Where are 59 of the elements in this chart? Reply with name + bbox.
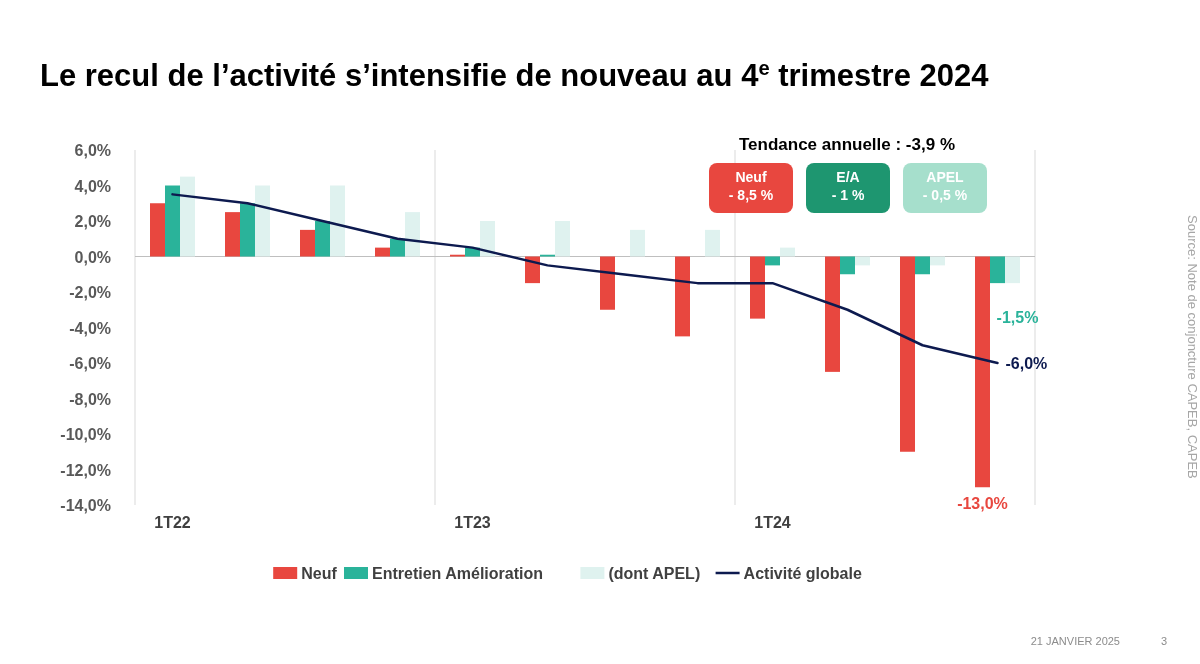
bar xyxy=(255,185,270,257)
y-tick-label: -14,0% xyxy=(60,497,111,514)
bar xyxy=(840,256,855,275)
source-note: Source: Note de conjoncture CAPEB, CAPEB xyxy=(1185,215,1200,479)
y-tick-label: -2,0% xyxy=(69,284,111,301)
bar xyxy=(630,229,645,257)
bar xyxy=(765,256,780,266)
bar xyxy=(180,176,195,257)
chart-title: Le recul de l’activité s’intensifie de nouveau au 4$^{e}$ trimestre 2024 xyxy=(40,57,990,93)
bar xyxy=(390,238,405,257)
annotation: Neuf - 8,5 % xyxy=(728,169,774,203)
bar xyxy=(165,185,180,257)
bar xyxy=(975,256,990,488)
bar xyxy=(930,256,945,266)
bar xyxy=(750,256,765,319)
text: 21 JANVIER 2025 xyxy=(1030,635,1120,647)
y-tick-label: 6,0% xyxy=(74,142,111,159)
legend-label: Neuf xyxy=(301,565,338,582)
x-tick-label: 1T22 xyxy=(154,514,191,531)
y-tick-label: -4,0% xyxy=(69,319,111,337)
y-tick-label: 0,0% xyxy=(74,248,111,266)
annotation: E/A - 1 % xyxy=(831,169,865,203)
bar xyxy=(315,221,330,257)
bar xyxy=(900,256,915,452)
x-tick-label: 1T24 xyxy=(754,514,791,531)
bar xyxy=(240,203,255,257)
bar xyxy=(915,256,930,275)
data-label: -1,5% xyxy=(996,309,1039,327)
y-tick-label: -8,0% xyxy=(69,390,111,408)
x-tick-label: 1T23 xyxy=(454,514,491,531)
text: 3 xyxy=(1160,635,1168,647)
bar xyxy=(375,247,390,257)
y-tick-label: -10,0% xyxy=(60,426,111,443)
bar xyxy=(300,229,315,257)
bar xyxy=(600,256,615,310)
y-tick-label: 4,0% xyxy=(74,177,111,195)
bar xyxy=(480,221,495,257)
bar xyxy=(705,229,720,257)
y-tick-label: -12,0% xyxy=(60,461,111,479)
bar xyxy=(405,212,420,257)
y-tick-label: -6,0% xyxy=(69,355,111,372)
bar xyxy=(330,185,345,257)
data-label: -13,0% xyxy=(957,495,1008,513)
annotation: APEL - 0,5 % xyxy=(922,169,968,203)
legend-label: (dont APEL) xyxy=(608,565,701,582)
bar xyxy=(855,256,870,266)
bar xyxy=(555,221,570,257)
y-tick-label: 2,0% xyxy=(74,213,111,230)
bar xyxy=(225,212,240,257)
annotation: Tendance annuelle : -3,9 % xyxy=(738,135,956,154)
bar xyxy=(780,247,795,257)
bar xyxy=(150,203,165,257)
bar xyxy=(825,256,840,372)
bar xyxy=(1005,256,1020,284)
data-label: -6,0% xyxy=(1005,355,1048,372)
bar xyxy=(675,256,690,337)
bar xyxy=(990,256,1005,284)
legend-label: Entretien Amélioration xyxy=(372,565,543,582)
legend-label: Activité globale xyxy=(743,565,862,582)
